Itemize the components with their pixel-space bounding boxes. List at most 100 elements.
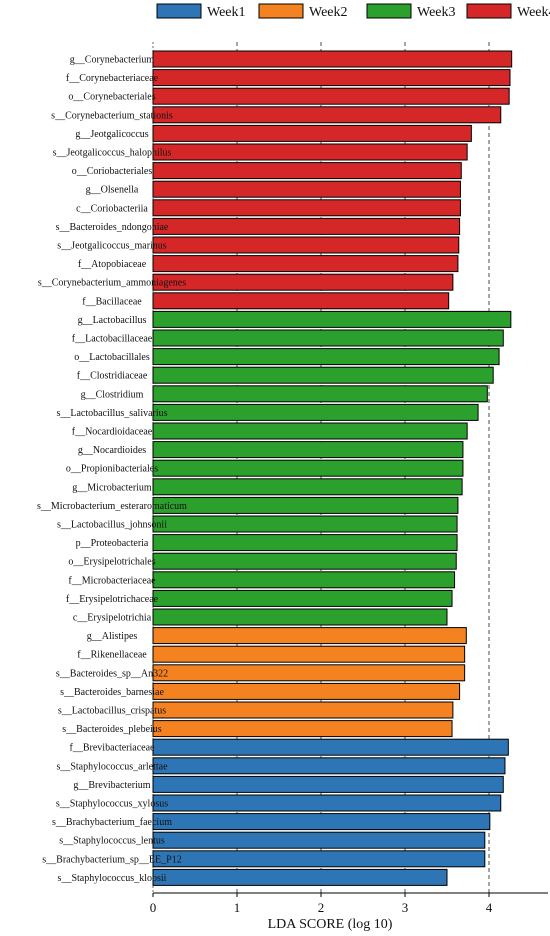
bar-p__Proteobacteria: [152, 534, 458, 552]
category-label-p__Proteobacteria: p__Proteobacteria: [76, 538, 149, 549]
category-labels: g__Corynebacterium f__Corynebacteriaceaeo…: [37, 55, 187, 884]
bar-g__Clostridium: [152, 385, 488, 403]
bar-s__Staphylococcus_xylosus: [152, 794, 502, 812]
category-label-g__Microbacterium: g__Microbacterium: [72, 482, 152, 493]
bar-f__Bacillaceae: [152, 292, 450, 310]
x-tick-label-2: 2: [318, 900, 325, 915]
category-label-o__Erysipelotrichales: o__Erysipelotrichales: [68, 557, 155, 568]
bar-s__Microbacterium_esteraromaticum: [152, 496, 459, 514]
bar-g__Microbacterium: [152, 478, 463, 496]
category-label-f__Erysipelotrichaceae: f__Erysipelotrichaceae: [66, 594, 159, 605]
category-label-g__Corynebacterium: g__Corynebacterium: [70, 55, 155, 66]
bar-s__Jeotgalicoccus_halophilus: [152, 143, 468, 161]
x-axis: 0 1 2 3 4: [150, 892, 548, 915]
bar-f__Atopobiaceae: [152, 255, 459, 273]
bar-f__Corynebacteriaceae: [152, 69, 511, 87]
category-label-s__Staphylococcus_kloosii: s__Staphylococcus_kloosii: [58, 873, 167, 884]
legend-label-week4: Week4: [517, 5, 550, 20]
category-label-s__Jeotgalicoccus_halophilus: s__Jeotgalicoccus_halophilus: [53, 148, 172, 159]
category-label-g__Nocardioides: g__Nocardioides: [78, 445, 146, 456]
legend-label-week3: Week3: [417, 5, 456, 20]
bar-o__Corynebacteriales: [152, 87, 510, 105]
category-label-g__Olsenella: g__Olsenella: [86, 185, 139, 196]
bar-f__Nocardioidaceae: [152, 422, 468, 440]
bar-g__Nocardioides: [152, 441, 464, 459]
legend-swatch-week4: [466, 3, 512, 19]
bar-s__Bacteroides_plebeius: [152, 720, 453, 738]
category-label-c__Erysipelotrichia: c__Erysipelotrichia: [73, 613, 152, 624]
bar-s__Lactobacillus_crispatus: [152, 701, 454, 719]
bar-s__Brachybacterium_faecium: [152, 813, 491, 831]
category-label-f__Lactobacillaceae: f__Lactobacillaceae: [72, 334, 153, 345]
bar-s__Staphylococcus_arlettae: [152, 757, 506, 775]
bar-f__Rikenellaceae: [152, 645, 466, 663]
category-label-s__Lactobacillus_crispatus: s__Lactobacillus_crispatus: [58, 706, 166, 717]
category-label-f__Clostridiaceae: f__Clostridiaceae: [77, 371, 148, 382]
bar-s__Corynebacterium_stationis: [152, 106, 502, 124]
category-label-s__Staphylococcus_lentus: s__Staphylococcus_lentus: [59, 836, 165, 847]
category-label-f__Bacillaceae: f__Bacillaceae: [82, 296, 142, 307]
category-label-s__Brachybacterium_sp__EE_P12: s__Brachybacterium_sp__EE_P12: [42, 854, 181, 865]
category-label-s__Microbacterium_esteraromaticum: s__Microbacterium_esteraromaticum: [37, 501, 187, 512]
category-label-o__Propionibacteriales: o__Propionibacteriales: [66, 464, 158, 475]
bar-o__Propionibacteriales: [152, 459, 464, 477]
category-label-f__Rikenellaceae: f__Rikenellaceae: [77, 650, 147, 661]
category-label-s__Bacteroides_sp__An322: s__Bacteroides_sp__An322: [56, 668, 168, 679]
category-label-f__Brevibacteriaceae: f__Brevibacteriaceae: [70, 743, 156, 754]
bar-f__Microbacteriaceae: [152, 571, 456, 589]
x-tick-label-4: 4: [486, 900, 493, 915]
bar-s__Bacteroides_sp__An322: [152, 664, 466, 682]
x-axis-title: LDA SCORE (log 10): [268, 917, 393, 932]
category-label-s__Corynebacterium_ammoniagenes: s__Corynebacterium_ammoniagenes: [38, 278, 186, 289]
category-label-g__Lactobacillus: g__Lactobacillus: [78, 315, 147, 326]
bar-g__Olsenella: [152, 180, 461, 198]
bar-g__Lactobacillus: [152, 310, 512, 328]
legend-swatch-week2: [258, 3, 304, 19]
bar-c__Coriobacteriia: [152, 199, 461, 217]
bar-o__Coriobacteriales: [152, 162, 462, 180]
bar-s__Bacteroides_ndongoniae: [152, 217, 461, 235]
bar-s__Corynebacterium_ammoniagenes: [152, 273, 454, 291]
category-label-s__Lactobacillus_johnsonii: s__Lactobacillus_johnsonii: [57, 520, 167, 531]
category-label-s__Staphylococcus_arlettae: s__Staphylococcus_arlettae: [56, 761, 168, 772]
category-label-o__Lactobacillales: o__Lactobacillales: [74, 352, 150, 363]
bar-g__Jeotgalicoccus: [152, 124, 472, 142]
bar-o__Erysipelotrichales: [152, 552, 457, 570]
category-label-s__Bacteroides_plebeius: s__Bacteroides_plebeius: [62, 724, 162, 735]
x-tick-label-0: 0: [150, 900, 157, 915]
category-label-s__Bacteroides_barnesiae: s__Bacteroides_barnesiae: [60, 687, 164, 698]
bar-s__Jeotgalicoccus_marinus: [152, 236, 460, 254]
bar-s__Brachybacterium_sp__EE_P12: [152, 850, 486, 868]
category-label-f__Microbacteriaceae: f__Microbacteriaceae: [68, 575, 156, 586]
category-label-c__Coriobacteriia: c__Coriobacteriia: [76, 203, 148, 214]
legend: Week1 Week2 Week3 Week4: [156, 3, 550, 20]
category-label-g__Clostridium: g__Clostridium: [81, 389, 144, 400]
legend-label-week1: Week1: [207, 5, 246, 20]
legend-label-week2: Week2: [309, 5, 348, 20]
category-label-g__Alistipes: g__Alistipes: [87, 631, 138, 642]
category-label-s__Corynebacterium_stationis: s__Corynebacterium_stationis: [51, 110, 173, 121]
bar-f__Erysipelotrichaceae: [152, 589, 453, 607]
x-tick-label-3: 3: [402, 900, 409, 915]
category-label-o__Coriobacteriales: o__Coriobacteriales: [72, 166, 153, 177]
bar-s__Staphylococcus_kloosii: [152, 868, 448, 886]
category-label-g__Brevibacterium: g__Brevibacterium: [73, 780, 150, 791]
legend-swatch-week3: [366, 3, 412, 19]
bar-s__Lactobacillus_salivarius: [152, 403, 479, 421]
category-label-s__Staphylococcus_xylosus: s__Staphylococcus_xylosus: [56, 799, 168, 810]
category-label-f__Nocardioidaceae: f__Nocardioidaceae: [72, 427, 153, 438]
bar-f__Brevibacteriaceae: [152, 738, 509, 756]
category-label-s__Lactobacillus_salivarius: s__Lactobacillus_salivarius: [56, 408, 167, 419]
category-label-s__Jeotgalicoccus_marinus: s__Jeotgalicoccus_marinus: [57, 241, 167, 252]
bar-g__Brevibacterium: [152, 775, 504, 793]
category-label-f__Atopobiaceae: f__Atopobiaceae: [78, 259, 147, 270]
category-label-f__Corynebacteriaceae: f__Corynebacteriaceae: [66, 73, 159, 84]
bar-o__Lactobacillales: [152, 348, 500, 366]
bar-g__Alistipes: [152, 627, 467, 645]
category-label-o__Corynebacteriales: o__Corynebacteriales: [68, 92, 155, 103]
category-label-g__Jeotgalicoccus: g__Jeotgalicoccus: [75, 129, 148, 140]
bars: [152, 50, 513, 886]
bar-s__Staphylococcus_lentus: [152, 831, 486, 849]
category-label-s__Bacteroides_ndongoniae: s__Bacteroides_ndongoniae: [56, 222, 169, 233]
